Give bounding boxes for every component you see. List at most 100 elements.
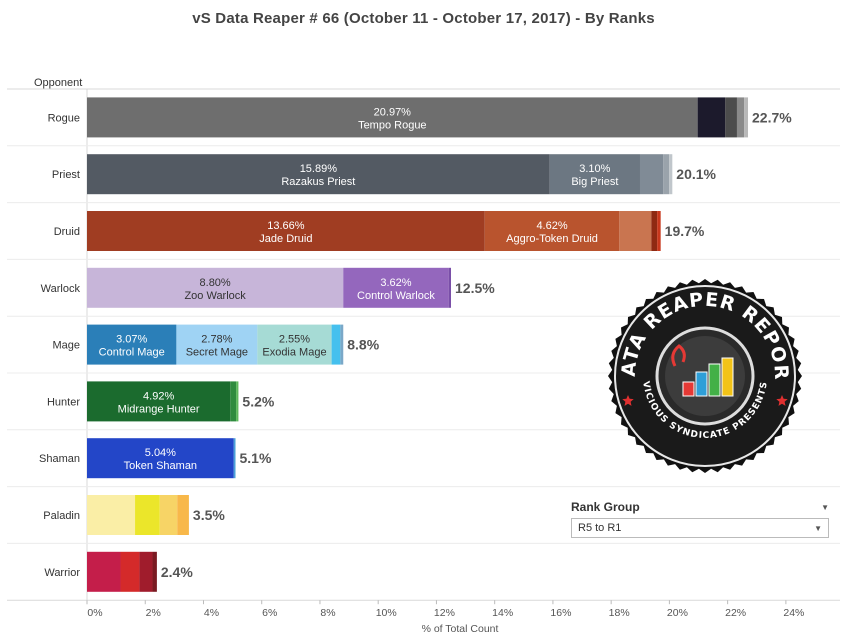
total-label-hunter: 5.2% bbox=[242, 393, 274, 409]
bar-segment-hunter-0[interactable] bbox=[87, 381, 231, 422]
segment-archetype-label: Jade Druid bbox=[259, 233, 312, 245]
bar-segment-druid-1[interactable] bbox=[484, 211, 620, 251]
bar-row-paladin: Paladin 3.5% bbox=[43, 495, 225, 535]
bar-segment-rogue-3[interactable] bbox=[736, 97, 745, 138]
bar-row-mage: Mage 3.07%Control Mage 2.78%Secret Mage 2.5… bbox=[52, 324, 380, 365]
x-tick-label: 20% bbox=[667, 607, 688, 619]
segment-value-label: 8.80% bbox=[200, 277, 231, 289]
logo-bar-icon-3 bbox=[721, 357, 734, 397]
bar-segment-warrior-1[interactable] bbox=[120, 551, 140, 592]
bar-row-warlock: Warlock 8.80%Zoo Warlock 3.62%Control Warl… bbox=[41, 267, 495, 308]
segment-archetype-label: Midrange Hunter bbox=[118, 403, 200, 415]
bar-segment-priest-0[interactable] bbox=[87, 154, 550, 195]
logo-bar-icon-0 bbox=[682, 381, 695, 397]
category-label-mage: Mage bbox=[52, 340, 80, 352]
bar-segment-hunter-1[interactable] bbox=[230, 381, 237, 422]
category-label-priest: Priest bbox=[52, 169, 80, 181]
bar-segment-hunter-2[interactable] bbox=[236, 381, 239, 422]
bar-segment-paladin-2[interactable] bbox=[159, 495, 178, 535]
bar-segment-warlock-0[interactable] bbox=[87, 267, 344, 308]
x-tick-label: 10% bbox=[376, 607, 397, 619]
bar-segment-druid-2[interactable] bbox=[619, 211, 652, 251]
total-label-rogue: 22.7% bbox=[752, 109, 792, 125]
x-tick-label: 16% bbox=[550, 607, 571, 619]
rank-group-selected-value: R5 to R1 bbox=[578, 522, 622, 534]
x-axis-title: % of Total Count bbox=[422, 623, 499, 635]
bar-segment-warlock-2[interactable] bbox=[448, 267, 451, 308]
row-header: Opponent bbox=[34, 77, 82, 89]
x-tick-label: 4% bbox=[204, 607, 219, 619]
rank-group-filter: Rank Group ▼ R5 to R1 ▼ bbox=[571, 499, 829, 538]
x-tick-label: 22% bbox=[725, 607, 746, 619]
chart-title: vS Data Reaper # 66 (October 11 - Octobe… bbox=[192, 10, 655, 27]
category-label-shaman: Shaman bbox=[39, 453, 80, 465]
category-label-rogue: Rogue bbox=[48, 112, 80, 124]
total-label-paladin: 3.5% bbox=[193, 507, 225, 523]
bar-segment-shaman-1[interactable] bbox=[233, 438, 236, 479]
bar-segment-priest-1[interactable] bbox=[549, 154, 640, 195]
total-label-druid: 19.7% bbox=[665, 223, 705, 239]
bar-segment-priest-3[interactable] bbox=[663, 154, 670, 195]
rank-group-select[interactable]: R5 to R1 ▼ bbox=[571, 518, 829, 538]
bar-row-warrior: Warrior 2.4% bbox=[44, 551, 193, 592]
bar-segment-rogue-1[interactable] bbox=[697, 97, 726, 138]
bar-segment-paladin-3[interactable] bbox=[177, 495, 189, 535]
bar-segment-warlock-1[interactable] bbox=[343, 267, 449, 308]
x-tick-label: 8% bbox=[320, 607, 335, 619]
bar-segment-priest-4[interactable] bbox=[669, 154, 673, 195]
bar-segment-shaman-0[interactable] bbox=[87, 438, 234, 479]
bar-segment-druid-0[interactable] bbox=[87, 211, 485, 251]
total-label-warlock: 12.5% bbox=[455, 280, 495, 296]
total-label-warrior: 2.4% bbox=[161, 564, 193, 580]
segment-value-label: 3.07% bbox=[116, 334, 147, 346]
bar-segment-warrior-3[interactable] bbox=[152, 551, 157, 592]
bar-segment-mage-1[interactable] bbox=[176, 324, 258, 365]
category-label-paladin: Paladin bbox=[43, 510, 80, 522]
logo-scythe-icon bbox=[671, 344, 686, 367]
bar-segment-mage-2[interactable] bbox=[257, 324, 332, 365]
bar-segment-mage-3[interactable] bbox=[331, 324, 341, 365]
filter-menu-arrow-icon[interactable]: ▼ bbox=[821, 502, 829, 512]
bar-segment-rogue-0[interactable] bbox=[87, 97, 698, 138]
total-label-mage: 8.8% bbox=[347, 337, 379, 353]
segment-value-label: 5.04% bbox=[145, 447, 176, 459]
bar-segment-paladin-0[interactable] bbox=[87, 495, 136, 535]
segment-value-label: 4.92% bbox=[143, 390, 174, 402]
logo-star-right-icon bbox=[776, 395, 788, 406]
logo-bar-icon-2 bbox=[708, 363, 721, 397]
segment-value-label: 20.97% bbox=[374, 106, 412, 118]
logo-star-left-icon bbox=[622, 395, 634, 406]
bar-segment-rogue-4[interactable] bbox=[744, 97, 749, 138]
bar-segment-warrior-0[interactable] bbox=[87, 551, 121, 592]
x-tick-label: 18% bbox=[609, 607, 630, 619]
segment-archetype-label: Razakus Priest bbox=[281, 176, 355, 188]
chart-rows: Rogue 20.97%Tempo Rogue 22.7%Priest 15.89%R… bbox=[39, 97, 792, 592]
logo-bar-icon-1 bbox=[695, 371, 708, 397]
total-label-shaman: 5.1% bbox=[240, 450, 272, 466]
bar-row-priest: Priest 15.89%Razakus Priest 3.10%Big Pries… bbox=[52, 154, 717, 195]
category-label-warrior: Warrior bbox=[44, 567, 80, 579]
segment-value-label: 2.78% bbox=[201, 334, 232, 346]
bar-segment-priest-2[interactable] bbox=[639, 154, 664, 195]
rank-group-label: Rank Group bbox=[571, 500, 640, 514]
bar-segment-rogue-2[interactable] bbox=[725, 97, 737, 138]
total-label-priest: 20.1% bbox=[676, 166, 716, 182]
chevron-down-icon: ▼ bbox=[814, 523, 822, 533]
segment-archetype-label: Control Warlock bbox=[357, 290, 435, 302]
bar-segment-paladin-1[interactable] bbox=[135, 495, 160, 535]
x-tick-label: 2% bbox=[146, 607, 161, 619]
segment-value-label: 4.62% bbox=[536, 220, 567, 232]
bar-segment-druid-4[interactable] bbox=[657, 211, 661, 251]
bar-segment-warrior-2[interactable] bbox=[139, 551, 153, 592]
x-axis: 0% 2% 4% 6% 8% 10% 12% 14% 16% 18% 20% 22% 24% % of T… bbox=[86, 600, 804, 635]
bar-segment-mage-0[interactable] bbox=[87, 324, 177, 365]
bar-row-rogue: Rogue 20.97%Tempo Rogue 22.7% bbox=[48, 97, 792, 138]
segment-archetype-label: Big Priest bbox=[571, 176, 618, 188]
bar-segment-mage-4[interactable] bbox=[340, 324, 344, 365]
bar-segment-druid-3[interactable] bbox=[651, 211, 658, 251]
x-tick-label: 14% bbox=[492, 607, 513, 619]
segment-archetype-label: Secret Mage bbox=[186, 347, 248, 359]
segment-archetype-label: Aggro-Token Druid bbox=[506, 233, 598, 245]
category-label-warlock: Warlock bbox=[41, 283, 81, 295]
